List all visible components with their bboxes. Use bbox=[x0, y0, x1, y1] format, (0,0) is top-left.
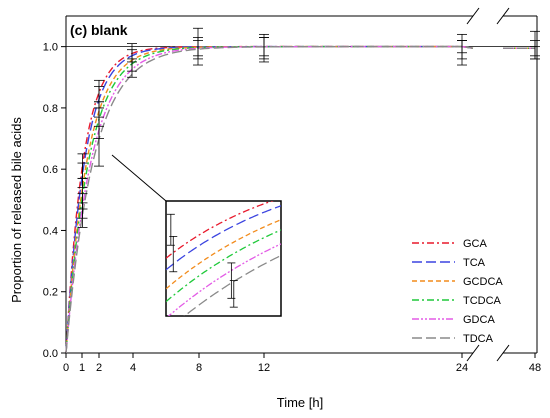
break-mark bbox=[466, 344, 480, 362]
legend-label: TCA bbox=[463, 257, 486, 269]
error-bar bbox=[193, 40, 203, 60]
legend-entry-tdca: TDCA bbox=[412, 333, 494, 345]
y-tick-label: 0.8 bbox=[43, 103, 58, 115]
error-bar bbox=[127, 58, 137, 78]
error-bars bbox=[77, 27, 540, 228]
legend-entry-gcdca: GCDCA bbox=[412, 276, 503, 288]
series-line-tdca bbox=[65, 45, 474, 354]
error-bar bbox=[259, 37, 269, 57]
x-tick-label: 8 bbox=[196, 362, 202, 374]
x-tick-label: 4 bbox=[130, 362, 136, 374]
x-tick-label: 2 bbox=[96, 362, 102, 374]
error-bar bbox=[94, 116, 104, 167]
zoom-inset bbox=[111, 154, 282, 317]
x-tick-label: 12 bbox=[258, 362, 270, 374]
inset-series-tdca bbox=[183, 254, 281, 316]
x-axis-label: Time [h] bbox=[277, 395, 323, 410]
inset-connector bbox=[111, 154, 167, 202]
inset-error-bar bbox=[169, 235, 178, 273]
break-mark bbox=[496, 7, 510, 25]
legend-label: GCA bbox=[463, 238, 488, 250]
y-tick-label: 1.0 bbox=[43, 42, 58, 54]
legend-label: TCDCA bbox=[463, 295, 502, 307]
y-axis-ticks: 0.0 0.2 0.4 0.6 0.8 1.0 bbox=[43, 42, 66, 360]
x-axis-break bbox=[466, 7, 510, 362]
y-tick-label: 0.4 bbox=[43, 225, 58, 237]
y-tick-label: 0.0 bbox=[43, 348, 58, 360]
break-mark bbox=[496, 344, 510, 362]
inset-error-bar bbox=[229, 280, 238, 308]
x-axis-ticks: 0 1 2 4 8 12 24 48 bbox=[63, 353, 541, 374]
y-tick-label: 0.6 bbox=[43, 164, 58, 176]
y-tick-label: 0.2 bbox=[43, 287, 58, 299]
x-tick-label: 1 bbox=[79, 362, 85, 374]
legend-entry-tca: TCA bbox=[412, 257, 486, 269]
inset-series-tcdca bbox=[166, 229, 281, 303]
legend: GCA TCA GCDCA TCDCA GDCA TDCA bbox=[412, 238, 503, 345]
legend-label: GCDCA bbox=[463, 276, 503, 288]
break-mark bbox=[466, 7, 480, 25]
series-curves bbox=[65, 45, 535, 354]
legend-label: TDCA bbox=[463, 333, 494, 345]
x-tick-label: 24 bbox=[456, 362, 468, 374]
error-bar bbox=[530, 46, 540, 60]
legend-entry-gdca: GDCA bbox=[412, 314, 495, 326]
x-tick-label: 0 bbox=[63, 362, 69, 374]
panel-title: (c) blank bbox=[70, 22, 128, 38]
x-tick-label: 48 bbox=[529, 362, 541, 374]
legend-entry-tcdca: TCDCA bbox=[412, 295, 502, 307]
error-bar bbox=[77, 202, 88, 228]
legend-label: GDCA bbox=[463, 314, 495, 326]
inset-frame bbox=[165, 200, 282, 317]
inset-series-gcdca bbox=[166, 219, 281, 290]
y-axis-label: Proportion of released bile acids bbox=[9, 117, 24, 303]
inset-series-gca bbox=[166, 201, 274, 259]
legend-entry-gca: GCA bbox=[412, 238, 488, 250]
inset-series-gdca bbox=[167, 243, 281, 316]
plot-frame bbox=[65, 15, 538, 354]
error-bar bbox=[457, 40, 467, 54]
